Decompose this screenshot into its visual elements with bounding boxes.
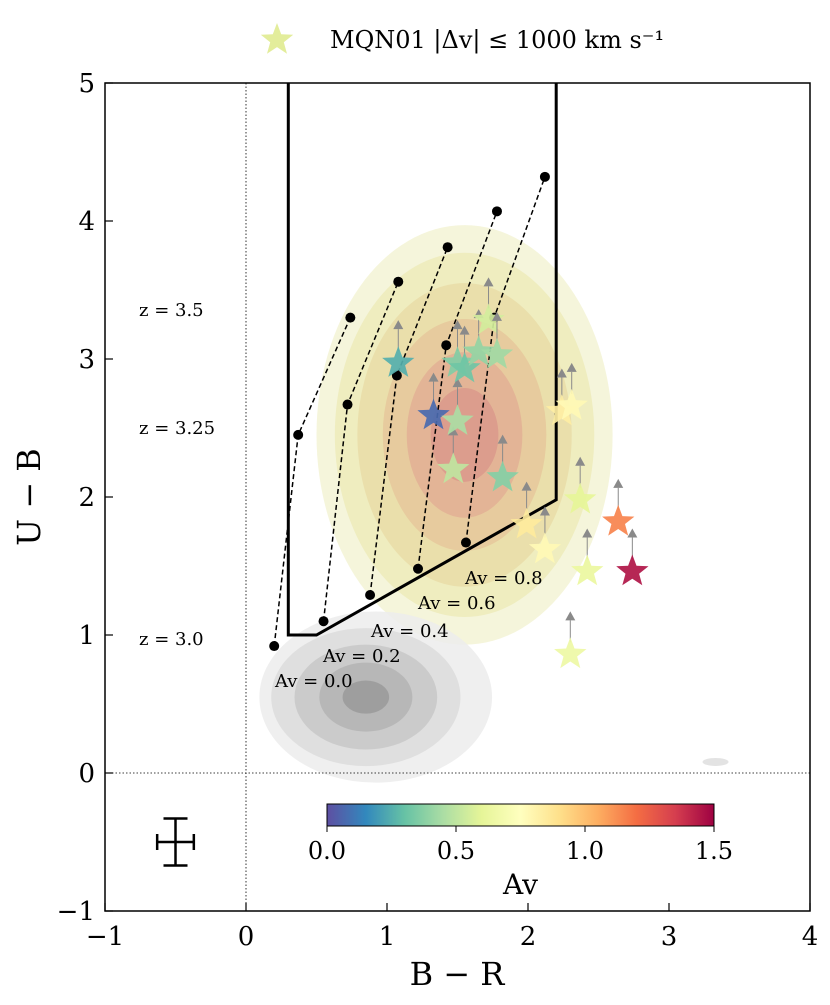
- av-label-3: Av = 0.6: [417, 593, 496, 614]
- star-14: [554, 637, 587, 669]
- star-11: [528, 532, 562, 564]
- redshift-label-0: z = 3.0: [139, 629, 204, 650]
- limit-arrow-head-12: [556, 368, 567, 378]
- x-tick-label-2: 1: [379, 922, 396, 952]
- track-line-4: [465, 176, 546, 543]
- y-tick-label-1: 0: [78, 759, 95, 789]
- star-17: [602, 504, 635, 536]
- colorbar-tick-label-1: 0.5: [437, 837, 475, 865]
- av-label-0: Av = 0.0: [274, 671, 353, 692]
- limit-arrow-head-15: [575, 456, 586, 466]
- star-12: [545, 394, 578, 426]
- legend-star-marker: [260, 23, 294, 54]
- y-tick-label-4: 3: [78, 345, 95, 375]
- legend-label: MQN01 |Δv| ≤ 1000 km s⁻¹: [330, 26, 664, 55]
- x-tick-label-4: 3: [661, 922, 678, 952]
- av-label-4: Av = 0.8: [464, 568, 543, 589]
- star-9: [486, 460, 519, 492]
- limit-arrow-head-7: [483, 277, 494, 287]
- x-axis-label: B − R: [410, 955, 506, 993]
- star-13: [555, 388, 588, 420]
- star-8: [480, 337, 514, 369]
- track-line-1: [322, 281, 399, 622]
- track-point-1-2: [393, 276, 404, 287]
- track-point-2-2: [442, 242, 453, 253]
- star-16: [571, 554, 604, 586]
- y-tick-label-5: 4: [78, 207, 95, 237]
- track-point-3-2: [491, 206, 502, 217]
- track-point-3-1: [441, 340, 452, 351]
- limit-arrow-head-16: [582, 528, 593, 538]
- star-3: [441, 404, 474, 435]
- limit-arrow-head-8: [491, 311, 502, 321]
- selection-box: [286, 83, 558, 637]
- limit-arrow-head-5: [459, 325, 470, 335]
- track-point-2-0: [365, 589, 376, 600]
- limit-arrow-head-1: [428, 372, 439, 382]
- contour-field-4: [342, 680, 390, 714]
- limit-arrow-head-17: [613, 478, 624, 488]
- star-2: [437, 452, 470, 484]
- limit-arrow-head-0: [393, 320, 404, 330]
- track-point-0-1: [293, 429, 304, 440]
- limit-arrow-head-10: [521, 481, 532, 491]
- y-tick-label-2: 1: [78, 621, 95, 651]
- limit-arrow-head-3: [452, 378, 463, 388]
- x-tick-label-3: 2: [520, 922, 537, 952]
- track-point-0-2: [345, 312, 356, 323]
- x-tick-label-0: −1: [86, 922, 124, 952]
- redshift-label-1: z = 3.25: [139, 418, 215, 439]
- av-label-2: Av = 0.4: [370, 621, 449, 642]
- track-point-4-0: [460, 537, 471, 548]
- limit-arrow-head-13: [566, 362, 577, 372]
- track-line-2: [369, 246, 449, 596]
- y-tick-label-0: −1: [57, 897, 95, 927]
- star-18: [616, 554, 649, 586]
- track-point-0-0: [269, 641, 280, 652]
- x-tick-label-5: 4: [802, 922, 819, 952]
- reference-lines: [105, 83, 810, 911]
- av-label-1: Av = 0.2: [322, 646, 401, 667]
- limit-arrow-head-9: [497, 434, 508, 444]
- star-7: [472, 303, 505, 335]
- track-point-2-1: [391, 370, 402, 381]
- legend: MQN01 |Δv| ≤ 1000 km s⁻¹: [260, 23, 664, 55]
- limit-arrow-head-11: [539, 506, 550, 516]
- track-point-3-0: [413, 563, 424, 574]
- colorbar-title: Av: [502, 868, 538, 901]
- y-tick-label-3: 2: [78, 483, 95, 513]
- colorbar-gradient: [326, 803, 715, 827]
- limit-arrow-head-4: [452, 320, 463, 330]
- axis-ticks: −1 0 1 2 3 4 −1 0 1 2 3 4 5: [57, 69, 819, 952]
- contour-field-blob: [702, 757, 729, 766]
- star-6: [462, 335, 495, 366]
- track-point-1-0: [318, 616, 329, 627]
- error-bar: [155, 817, 196, 867]
- y-tick-label-6: 5: [78, 69, 95, 99]
- star-4: [441, 346, 474, 377]
- colorbar-tick-label-0: 0.0: [308, 837, 346, 865]
- density-contours: [259, 225, 729, 783]
- star-10: [510, 507, 543, 539]
- limit-arrow-head-18: [627, 528, 638, 538]
- star-1: [417, 398, 450, 430]
- redshift-label-2: z = 3.5: [139, 300, 204, 321]
- star-15: [564, 482, 597, 514]
- colorbar: 0.0 0.5 1.0 1.5 Av: [308, 803, 733, 901]
- star-0: [382, 346, 415, 377]
- track-point-1-1: [342, 399, 353, 410]
- x-tick-label-1: 0: [238, 922, 255, 952]
- track-point-4-2: [539, 171, 550, 182]
- star-markers: [382, 277, 649, 669]
- annotations: Av = 0.0 Av = 0.2 Av = 0.4 Av = 0.6 Av = 0.8…: [139, 300, 543, 692]
- star-5: [448, 351, 481, 383]
- track-line-0: [273, 317, 352, 647]
- colorbar-tick-label-2: 1.0: [566, 837, 604, 865]
- y-axis-label: U − B: [10, 448, 48, 546]
- track-line-3: [417, 211, 498, 569]
- limit-arrow-head-14: [565, 611, 576, 621]
- colorbar-tick-label-3: 1.5: [695, 837, 733, 865]
